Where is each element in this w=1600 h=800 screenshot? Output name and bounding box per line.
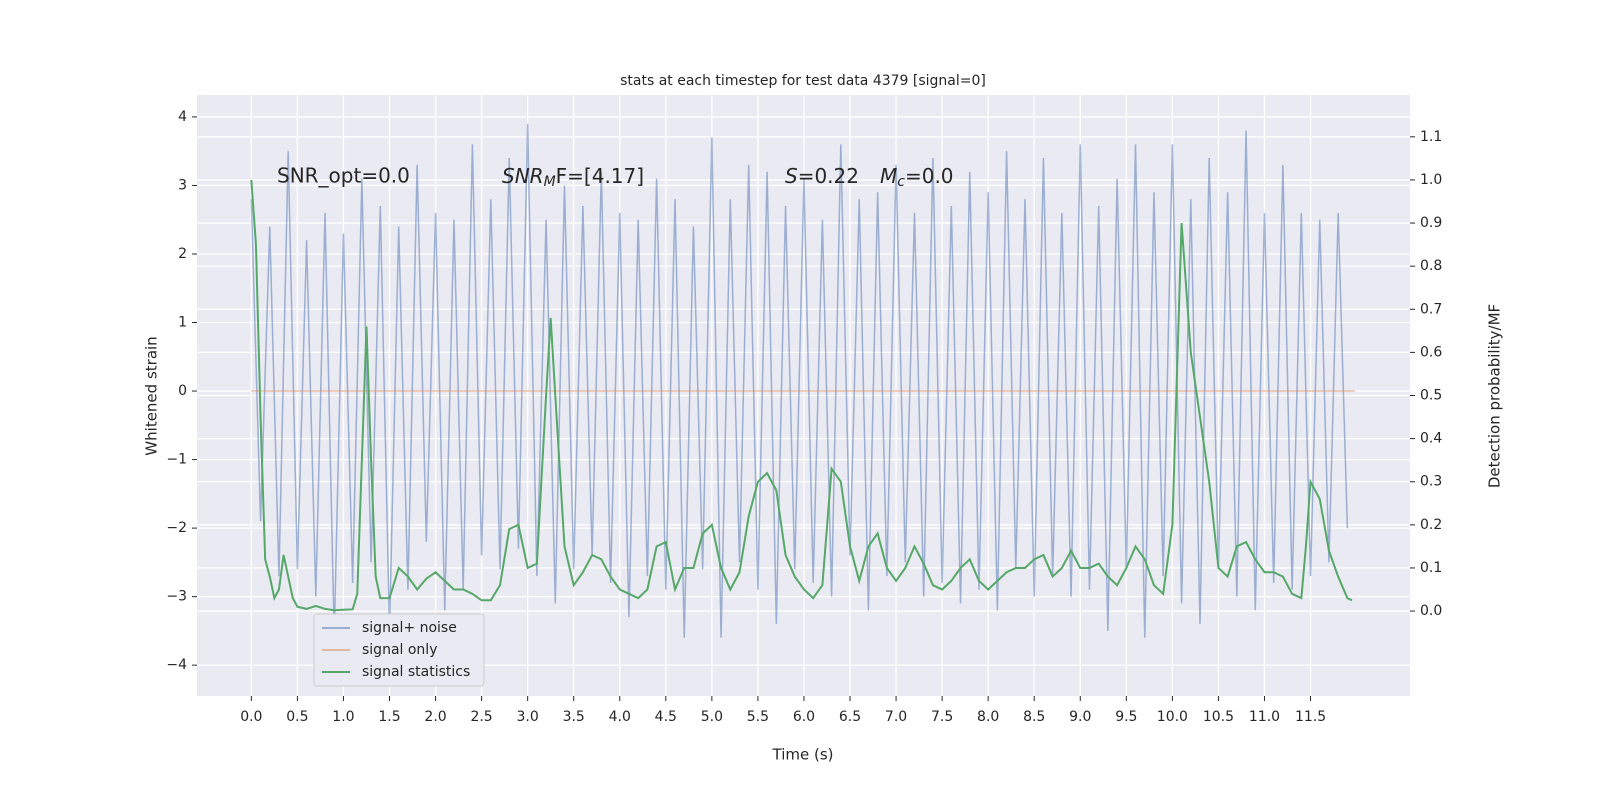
annotation-part: =0.0 xyxy=(905,164,954,188)
y2-tick-label: 0.4 xyxy=(1420,431,1442,447)
x-tick-label: 9.5 xyxy=(1115,709,1137,725)
legend-label: signal only xyxy=(362,642,437,658)
legend-label: signal statistics xyxy=(362,664,470,680)
legend: signal+ noise signal only signal statistic… xyxy=(313,613,485,687)
annotation-part: M xyxy=(544,174,556,190)
legend-box xyxy=(313,613,485,687)
x-tick-label: 7.0 xyxy=(885,709,907,725)
legend-label: signal+ noise xyxy=(362,620,457,636)
x-tick-label: 3.5 xyxy=(563,709,585,725)
y2-tick-label: 0.0 xyxy=(1420,603,1442,619)
x-tick-label: 5.0 xyxy=(701,709,723,725)
y-axis-label: Whitened strain xyxy=(143,336,161,455)
y2-tick-label: 0.3 xyxy=(1420,474,1442,490)
x-tick-label: 6.0 xyxy=(793,709,815,725)
y2-tick-label: 0.6 xyxy=(1420,344,1442,360)
y-tick-label: 3 xyxy=(178,177,187,193)
y2-axis-label: Detection probability/MF xyxy=(1486,304,1504,488)
x-tick-label: 4.5 xyxy=(655,709,677,725)
x-tick-label: 1.5 xyxy=(378,709,400,725)
x-tick-label: 4.0 xyxy=(609,709,631,725)
annotation: S=0.22 xyxy=(785,164,859,188)
x-tick-label: 2.0 xyxy=(424,709,446,725)
annotation-part: SNR xyxy=(502,164,544,188)
x-tick-label: 10.5 xyxy=(1203,709,1234,725)
y2-tick-label: 1.0 xyxy=(1420,172,1442,188)
y2-tick-label: 0.2 xyxy=(1420,517,1442,533)
y2-tick-label: 0.1 xyxy=(1420,560,1442,576)
annotation-part: =0.22 xyxy=(798,164,859,188)
annotation: SNRMF=[4.17] xyxy=(502,164,644,191)
x-tick-label: 11.5 xyxy=(1295,709,1326,725)
y-tick-label: 0 xyxy=(178,383,187,399)
x-tick-label: 10.0 xyxy=(1157,709,1188,725)
series-line xyxy=(250,179,1353,612)
y2-tick-label: 0.5 xyxy=(1420,388,1442,404)
x-axis-label: Time (s) xyxy=(772,746,834,764)
y-tick-label: −1 xyxy=(166,452,187,468)
x-tick-label: 8.5 xyxy=(1023,709,1045,725)
x-tick-label: 11.0 xyxy=(1249,709,1280,725)
x-tick-label: 1.0 xyxy=(332,709,354,725)
y2-tick-label: 0.8 xyxy=(1420,258,1442,274)
annotation: Mc=0.0 xyxy=(880,164,954,191)
annotation-part: c xyxy=(897,174,905,190)
x-tick-label: 6.5 xyxy=(839,709,861,725)
y-tick-label: −3 xyxy=(166,589,187,605)
annotation-part: F=[4.17] xyxy=(556,164,644,188)
annotation: SNR_opt=0.0 xyxy=(277,164,410,188)
y-tick-label: −4 xyxy=(166,657,187,673)
x-tick-label: 2.5 xyxy=(470,709,492,725)
x-tick-label: 8.0 xyxy=(977,709,999,725)
x-tick-label: 0.0 xyxy=(240,709,262,725)
y-tick-label: −2 xyxy=(166,520,187,536)
y2-tick-label: 0.9 xyxy=(1420,215,1442,231)
x-tick-label: 7.5 xyxy=(931,709,953,725)
y-tick-label: 4 xyxy=(178,109,187,125)
y-tick-label: 2 xyxy=(178,246,187,262)
series-line xyxy=(250,123,1349,638)
x-tick-label: 0.5 xyxy=(286,709,308,725)
annotation-part: S xyxy=(785,164,798,188)
y2-tick-label: 1.1 xyxy=(1420,129,1442,145)
annotation-part: M xyxy=(880,164,897,188)
chart-title: stats at each timestep for test data 437… xyxy=(620,73,986,89)
x-tick-label: 5.5 xyxy=(747,709,769,725)
y2-tick-label: 0.7 xyxy=(1420,301,1442,317)
y-tick-label: 1 xyxy=(178,315,187,331)
x-tick-label: 3.0 xyxy=(517,709,539,725)
x-tick-label: 9.0 xyxy=(1069,709,1091,725)
